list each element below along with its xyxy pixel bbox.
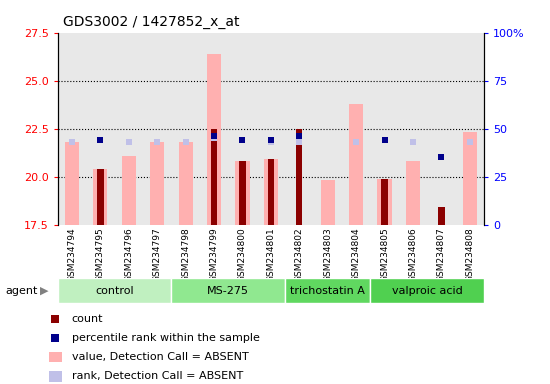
- Text: GSM234799: GSM234799: [210, 227, 218, 282]
- Text: valproic acid: valproic acid: [392, 286, 463, 296]
- Text: GSM234807: GSM234807: [437, 227, 446, 282]
- Text: GSM234795: GSM234795: [96, 227, 105, 282]
- Text: count: count: [72, 314, 103, 324]
- Bar: [49, 371, 62, 382]
- Bar: [179, 142, 192, 225]
- Text: GSM234800: GSM234800: [238, 227, 247, 282]
- Text: GSM234808: GSM234808: [465, 227, 474, 282]
- Bar: [321, 180, 335, 225]
- Bar: [97, 169, 103, 225]
- Text: GSM234806: GSM234806: [409, 227, 417, 282]
- Text: trichostatin A: trichostatin A: [290, 286, 365, 296]
- Text: GSM234797: GSM234797: [153, 227, 162, 282]
- Bar: [285, 278, 370, 303]
- Bar: [370, 278, 484, 303]
- Bar: [268, 159, 274, 225]
- Bar: [172, 278, 285, 303]
- Text: GSM234796: GSM234796: [124, 227, 133, 282]
- Text: GSM234798: GSM234798: [181, 227, 190, 282]
- Bar: [264, 159, 278, 225]
- Text: GSM234803: GSM234803: [323, 227, 332, 282]
- Text: GSM234794: GSM234794: [68, 227, 76, 282]
- Bar: [211, 129, 217, 225]
- Text: agent: agent: [6, 286, 38, 296]
- Bar: [65, 142, 79, 225]
- Text: percentile rank within the sample: percentile rank within the sample: [72, 333, 260, 343]
- Bar: [438, 207, 444, 225]
- Bar: [122, 156, 136, 225]
- Bar: [463, 132, 477, 225]
- Bar: [207, 54, 221, 225]
- Text: GSM234804: GSM234804: [351, 227, 361, 282]
- Bar: [58, 278, 172, 303]
- Bar: [239, 161, 246, 225]
- Bar: [49, 352, 62, 362]
- Bar: [235, 161, 250, 225]
- Text: ▶: ▶: [40, 286, 48, 296]
- Bar: [377, 179, 392, 225]
- Text: MS-275: MS-275: [207, 286, 249, 296]
- Bar: [94, 169, 107, 225]
- Bar: [406, 161, 420, 225]
- Text: rank, Detection Call = ABSENT: rank, Detection Call = ABSENT: [72, 371, 243, 381]
- Bar: [150, 142, 164, 225]
- Text: value, Detection Call = ABSENT: value, Detection Call = ABSENT: [72, 352, 249, 362]
- Bar: [381, 179, 388, 225]
- Text: GSM234801: GSM234801: [266, 227, 276, 282]
- Text: GSM234805: GSM234805: [380, 227, 389, 282]
- Text: GDS3002 / 1427852_x_at: GDS3002 / 1427852_x_at: [63, 15, 240, 29]
- Text: GSM234802: GSM234802: [295, 227, 304, 282]
- Text: control: control: [95, 286, 134, 296]
- Bar: [296, 129, 303, 225]
- Bar: [349, 104, 363, 225]
